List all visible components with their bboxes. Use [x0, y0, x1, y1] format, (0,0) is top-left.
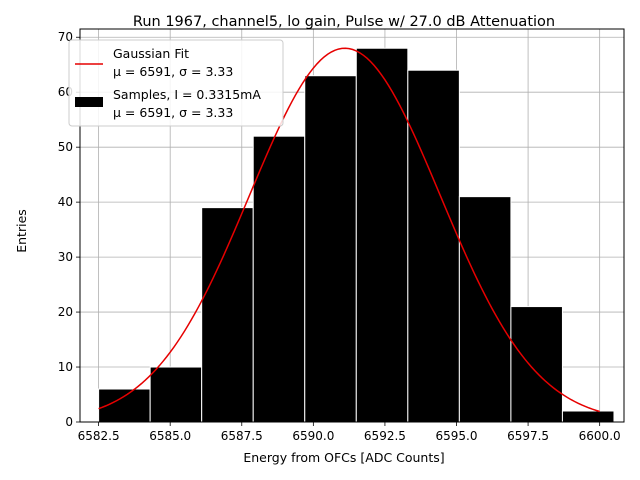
histogram-bar [252, 135, 306, 423]
x-tick-label: 6597.5 [507, 429, 549, 443]
histogram-bar [201, 207, 254, 423]
histogram-bar [458, 196, 512, 423]
x-axis-ticks: 6582.5 6585.0 6587.5 6590.0 6592.5 6595.0 6597… [78, 422, 621, 443]
y-tick-label: 10 [58, 360, 73, 374]
legend-samples-name: Samples, I = 0.3315mA [113, 87, 261, 102]
x-axis-label: Energy from OFCs [ADC Counts] [243, 450, 444, 465]
legend-fit-name: Gaussian Fit [113, 46, 189, 61]
legend-fit-stats: μ = 6591, σ = 3.33 [113, 64, 233, 79]
legend-samples-swatch [75, 97, 103, 107]
histogram-bar [304, 75, 357, 423]
y-axis-label: Entries [14, 209, 29, 253]
histogram-bar [510, 306, 563, 423]
chart-title: Run 1967, channel5, lo gain, Pulse w/ 27… [133, 14, 555, 30]
y-tick-label: 0 [65, 415, 73, 429]
histogram-bar [407, 69, 460, 423]
histogram-bars [98, 47, 615, 423]
y-tick-label: 20 [58, 305, 73, 319]
legend: Gaussian Fit μ = 6591, σ = 3.33 Samples,… [68, 39, 284, 127]
y-tick-label: 40 [58, 195, 73, 209]
legend-samples-stats: μ = 6591, σ = 3.33 [113, 105, 233, 120]
x-tick-label: 6595.0 [436, 429, 478, 443]
histogram-bar [355, 47, 409, 423]
legend-box [68, 39, 284, 127]
x-tick-label: 6582.5 [78, 429, 120, 443]
plot-frame [79, 28, 625, 423]
histogram-bar [149, 366, 203, 423]
x-tick-label: 6590.0 [292, 429, 334, 443]
gaussian-fit-curve [98, 47, 600, 413]
x-tick-label: 6587.5 [221, 429, 263, 443]
histogram-bar [561, 410, 615, 423]
x-tick-label: 6585.0 [149, 429, 191, 443]
y-tick-label: 50 [58, 140, 73, 154]
y-tick-label: 30 [58, 250, 73, 264]
x-tick-label: 6600.0 [579, 429, 621, 443]
x-tick-label: 6592.5 [364, 429, 406, 443]
